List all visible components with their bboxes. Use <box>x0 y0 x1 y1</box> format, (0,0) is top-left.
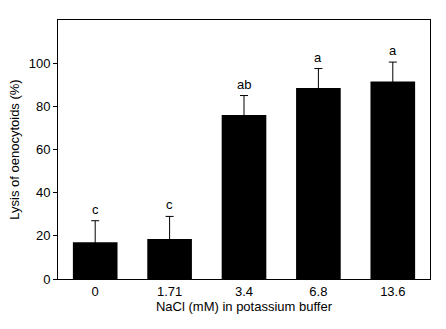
svg-text:3.4: 3.4 <box>235 284 253 299</box>
svg-text:0: 0 <box>43 272 50 287</box>
svg-text:6.8: 6.8 <box>309 284 327 299</box>
svg-text:20: 20 <box>36 228 50 243</box>
svg-text:13.6: 13.6 <box>380 284 405 299</box>
svg-text:c: c <box>166 197 173 212</box>
svg-text:ab: ab <box>237 77 251 92</box>
svg-text:0: 0 <box>92 284 99 299</box>
svg-text:a: a <box>314 50 322 65</box>
svg-text:a: a <box>389 43 397 58</box>
svg-text:NaCl (mM) in potassium buffer: NaCl (mM) in potassium buffer <box>156 299 333 314</box>
svg-text:100: 100 <box>29 56 51 71</box>
svg-text:60: 60 <box>36 142 50 157</box>
svg-text:Lysis of oenocytoids (%): Lysis of oenocytoids (%) <box>7 79 22 219</box>
svg-text:80: 80 <box>36 99 50 114</box>
svg-text:40: 40 <box>36 185 50 200</box>
svg-text:c: c <box>92 202 99 217</box>
svg-text:1.71: 1.71 <box>157 284 182 299</box>
